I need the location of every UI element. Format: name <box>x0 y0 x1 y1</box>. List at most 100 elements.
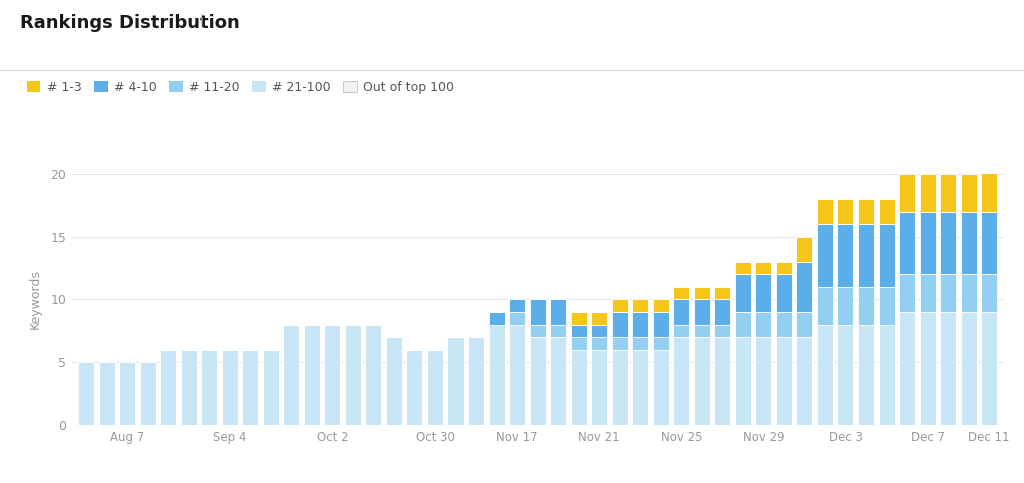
Bar <box>468 337 484 425</box>
Bar <box>899 274 915 312</box>
Bar <box>715 287 730 299</box>
Bar <box>78 362 94 425</box>
Bar <box>488 312 505 325</box>
Bar <box>591 312 607 325</box>
Bar <box>632 299 648 312</box>
Bar <box>879 287 895 325</box>
Bar <box>920 312 936 425</box>
Bar <box>817 287 833 325</box>
Bar <box>981 312 997 425</box>
Bar <box>920 212 936 274</box>
Bar <box>879 224 895 287</box>
Bar <box>139 362 156 425</box>
Bar <box>961 274 977 312</box>
Bar <box>570 337 587 350</box>
Bar <box>735 337 751 425</box>
Bar <box>776 262 792 274</box>
Bar <box>529 325 546 337</box>
Bar <box>611 337 628 350</box>
Bar <box>776 312 792 337</box>
Bar <box>570 312 587 325</box>
Bar <box>858 325 874 425</box>
Bar <box>940 212 956 274</box>
Bar <box>899 312 915 425</box>
Bar <box>407 350 423 425</box>
Bar <box>776 274 792 312</box>
Bar <box>797 262 812 312</box>
Bar <box>550 299 566 325</box>
Bar <box>715 337 730 425</box>
Bar <box>940 174 956 212</box>
Bar <box>570 325 587 337</box>
Bar <box>529 337 546 425</box>
Bar <box>797 337 812 425</box>
Bar <box>222 350 238 425</box>
Bar <box>243 350 258 425</box>
Bar <box>817 325 833 425</box>
Bar <box>673 299 689 325</box>
Bar <box>981 212 997 274</box>
Bar <box>776 337 792 425</box>
Bar <box>961 174 977 212</box>
Bar <box>488 325 505 425</box>
Bar <box>694 287 710 299</box>
Bar <box>756 337 771 425</box>
Bar <box>879 199 895 224</box>
Bar <box>611 299 628 312</box>
Bar <box>201 350 217 425</box>
Bar <box>447 337 464 425</box>
Bar <box>981 274 997 312</box>
Bar <box>652 299 669 312</box>
Bar <box>899 174 915 212</box>
Bar <box>879 325 895 425</box>
Bar <box>119 362 135 425</box>
Bar <box>797 237 812 262</box>
Bar <box>838 287 853 325</box>
Bar <box>263 350 279 425</box>
Bar <box>920 274 936 312</box>
Bar <box>366 325 381 425</box>
Bar <box>529 299 546 325</box>
Bar <box>756 274 771 312</box>
Bar <box>920 174 936 212</box>
Bar <box>715 299 730 325</box>
Bar <box>509 312 525 325</box>
Bar <box>858 287 874 325</box>
Bar <box>694 325 710 337</box>
Bar <box>427 350 443 425</box>
Bar <box>961 312 977 425</box>
Bar <box>838 224 853 287</box>
Bar <box>961 212 977 274</box>
Bar <box>817 199 833 224</box>
Bar <box>756 312 771 337</box>
Bar <box>632 312 648 337</box>
Bar <box>550 325 566 337</box>
Bar <box>756 262 771 274</box>
Y-axis label: Keywords: Keywords <box>29 270 42 329</box>
Bar <box>180 350 197 425</box>
Bar <box>735 312 751 337</box>
Bar <box>325 325 340 425</box>
Bar <box>632 350 648 425</box>
Bar <box>735 262 751 274</box>
Bar <box>591 337 607 350</box>
Bar <box>858 199 874 224</box>
Bar <box>304 325 319 425</box>
Bar <box>652 337 669 350</box>
Bar <box>345 325 360 425</box>
Legend: # 1-3, # 4-10, # 11-20, # 21-100, Out of top 100: # 1-3, # 4-10, # 11-20, # 21-100, Out of… <box>27 81 455 94</box>
Text: i: i <box>200 14 204 28</box>
Bar <box>591 350 607 425</box>
Bar <box>652 312 669 337</box>
Bar <box>611 312 628 337</box>
Bar <box>838 199 853 224</box>
Bar <box>550 337 566 425</box>
Bar <box>160 350 176 425</box>
Bar <box>570 350 587 425</box>
Bar <box>611 350 628 425</box>
Bar <box>715 325 730 337</box>
Bar <box>673 337 689 425</box>
Text: Rankings Distribution: Rankings Distribution <box>20 14 241 32</box>
Bar <box>652 350 669 425</box>
Bar <box>817 224 833 287</box>
